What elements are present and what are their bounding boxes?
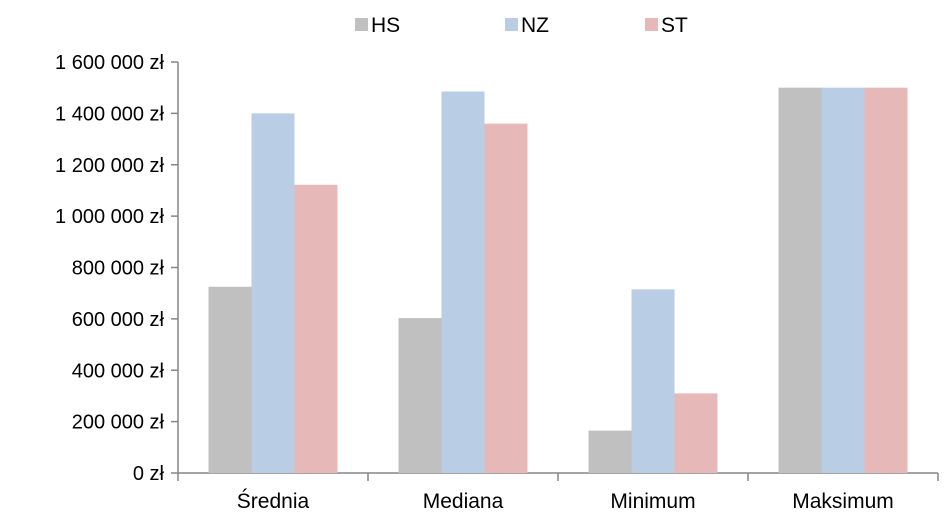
bar-hs-1 bbox=[398, 318, 442, 473]
x-category-label: Średnia bbox=[237, 489, 310, 513]
legend-label-st: ST bbox=[661, 14, 688, 37]
bar-nz-2 bbox=[631, 289, 675, 473]
bar-nz-3 bbox=[821, 87, 865, 473]
y-tick-label: 600 000 zł bbox=[72, 309, 165, 331]
y-tick-label: 0 zł bbox=[133, 463, 165, 485]
bar-hs-0 bbox=[208, 286, 252, 473]
bar-nz-1 bbox=[441, 91, 485, 474]
x-category-label: Minimum bbox=[610, 490, 695, 513]
bars bbox=[208, 87, 908, 474]
legend-label-hs: HS bbox=[371, 14, 400, 37]
bar-hs-3 bbox=[778, 87, 822, 473]
legend-swatch-nz bbox=[505, 18, 518, 31]
y-tick-label: 400 000 zł bbox=[72, 360, 165, 382]
legend-label-nz: NZ bbox=[521, 14, 549, 37]
y-tick-label: 1 200 000 zł bbox=[55, 155, 165, 177]
y-tick-label: 200 000 zł bbox=[72, 412, 165, 434]
bar-st-3 bbox=[864, 87, 908, 473]
bar-hs-2 bbox=[588, 430, 632, 473]
legend-swatch-hs bbox=[355, 18, 368, 31]
y-tick-label: 1 600 000 zł bbox=[55, 52, 165, 74]
y-tick-label: 1 000 000 zł bbox=[55, 206, 165, 228]
bar-st-1 bbox=[484, 123, 528, 474]
y-tick-label: 800 000 zł bbox=[72, 258, 165, 280]
x-category-label: Mediana bbox=[423, 490, 504, 513]
y-axis: 0 zł 200 000 zł 400 000 zł 600 000 zł 800 00… bbox=[55, 52, 179, 485]
legend-swatch-st bbox=[645, 18, 658, 31]
bar-st-2 bbox=[674, 393, 718, 473]
y-tick-label: 1 400 000 zł bbox=[55, 103, 165, 125]
x-category-label: Maksimum bbox=[792, 490, 894, 513]
bar-nz-0 bbox=[251, 113, 295, 473]
legend: HS NZ ST bbox=[355, 14, 688, 37]
x-axis: Średnia Mediana Minimum Maksimum bbox=[177, 472, 939, 513]
bar-st-0 bbox=[294, 184, 338, 473]
